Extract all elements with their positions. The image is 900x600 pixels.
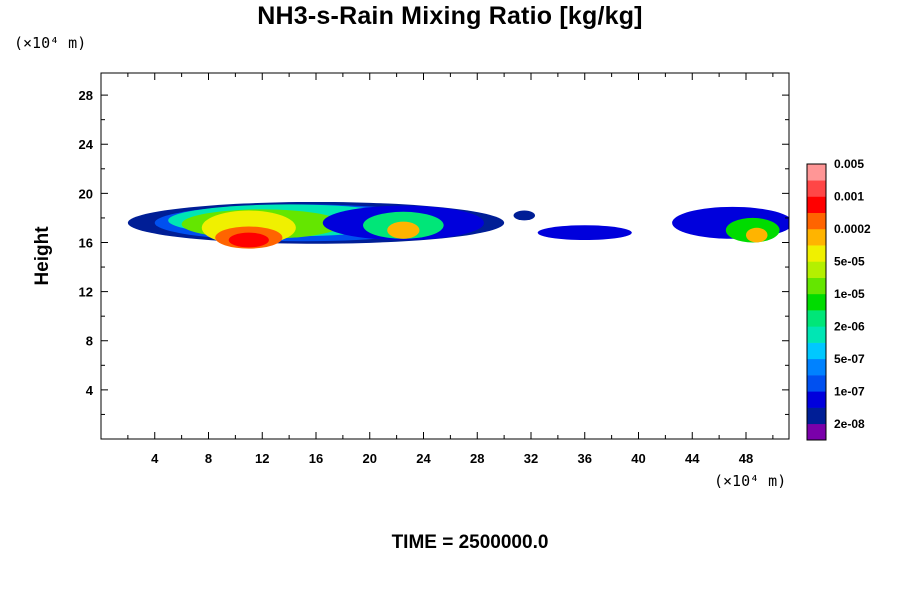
colorbar-swatch [807,423,826,441]
colorbar-swatch [807,391,826,408]
colorbar-label: 1e-05 [834,287,865,301]
colorbar-swatch [807,326,826,343]
plot-frame [100,72,790,440]
y-tick-label: 4 [86,383,94,398]
colorbar-label: 5e-05 [834,254,865,268]
x-tick-label: 48 [739,451,753,466]
y-tick-label: 28 [79,88,93,103]
y-axis-unit: (×10⁴ m) [14,34,87,52]
colorbar-swatch [807,277,826,295]
colorbar-swatch [807,164,826,181]
contour-region-11 [537,225,632,241]
y-tick-label: 8 [86,334,93,349]
x-tick-label: 24 [416,451,431,466]
colorbar-label: 0.0002 [834,222,871,236]
colorbar-swatch [807,407,826,425]
colorbar-label: 0.001 [834,189,864,203]
x-tick-label: 12 [255,451,269,466]
colorbar-swatch [807,180,826,197]
x-tick-label: 36 [578,451,592,466]
time-footer: TIME = 2500000.0 [391,532,549,553]
colorbar-swatch [807,293,826,311]
colorbar-label: 2e-06 [834,319,865,333]
x-axis-unit: (×10⁴ m) [714,472,787,490]
contour-region-9 [387,221,420,239]
colorbar-swatch [807,228,826,246]
colorbar-swatch [807,196,826,214]
x-tick-label: 4 [151,451,159,466]
contour-region-10 [513,210,536,221]
x-tick-label: 16 [309,451,323,466]
colorbar-swatch [807,358,826,376]
colorbar-swatch [807,375,826,392]
y-tick-label: 24 [79,137,94,152]
x-tick-label: 8 [205,451,212,466]
y-tick-label: 16 [79,235,93,250]
x-tick-label: 28 [470,451,484,466]
chart-title: NH3-s-Rain Mixing Ratio [kg/kg] [257,2,643,30]
colorbar-swatch [807,342,826,360]
x-tick-label: 20 [363,451,377,466]
colorbar-swatch [807,310,826,327]
colorbar-label: 0.005 [834,157,864,171]
colorbar-swatch [807,212,826,230]
colorbar: 2e-08 1e-07 5e-07 2e-06 1e-05 5e-05 0.0002 0.00… [806,157,871,441]
colorbar-swatch [807,245,826,262]
colorbar-frame [806,163,827,441]
contour-field [127,201,789,249]
colorbar-swatch [807,261,826,278]
y-tick-label: 12 [79,285,93,300]
x-tick-label: 44 [685,451,700,466]
x-tick-label: 40 [631,451,645,466]
colorbar-label: 2e-08 [834,417,865,431]
colorbar-label: 5e-07 [834,352,865,366]
contour-region-14 [746,227,768,243]
y-tick-label: 20 [79,186,93,201]
x-tick-label: 32 [524,451,538,466]
contour-region-6 [228,232,269,248]
colorbar-label: 1e-07 [834,384,865,398]
